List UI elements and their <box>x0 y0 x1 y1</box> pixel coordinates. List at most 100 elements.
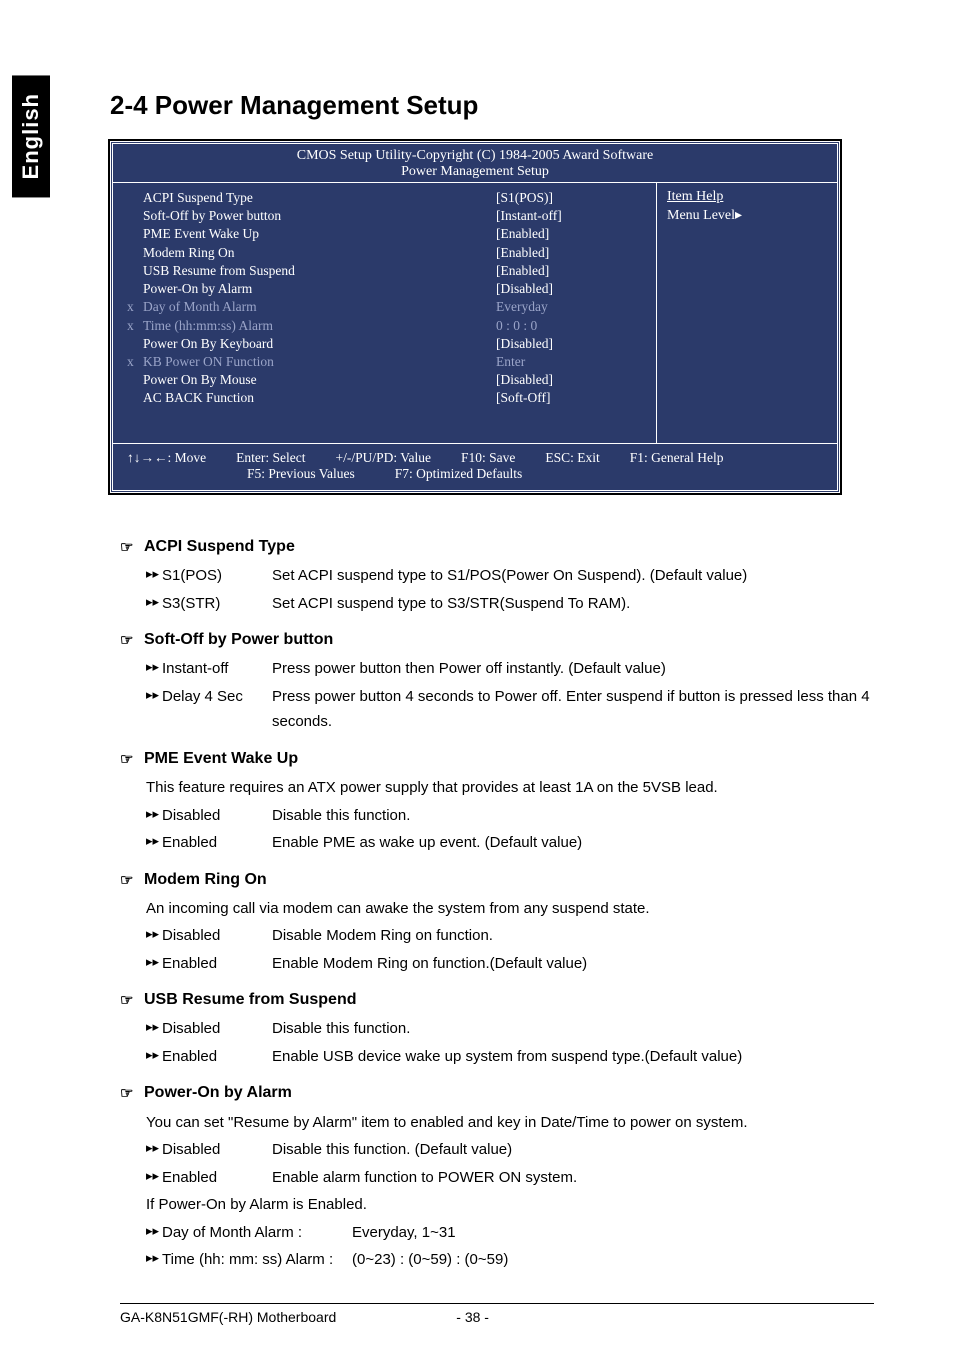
bios-row-marker <box>127 371 143 389</box>
option-label: S3(STR) <box>162 591 272 617</box>
config-item-title: ☞ACPI Suspend Type <box>120 533 874 560</box>
config-item: ☞PME Event Wake UpThis feature requires … <box>120 745 874 856</box>
option-arrow-icon: ▸▸ <box>146 951 162 973</box>
bios-options-panel: ACPI Suspend Type[S1(POS)]Soft-Off by Po… <box>113 183 657 443</box>
option-row: ▸▸DisabledDisable this function. (Defaul… <box>120 1137 874 1163</box>
option-text: Set ACPI suspend type to S3/STR(Suspend … <box>272 591 874 617</box>
bios-option-row: USB Resume from Suspend[Enabled] <box>127 262 646 280</box>
option-text: Set ACPI suspend type to S1/POS(Power On… <box>272 563 874 589</box>
option-row: ▸▸S1(POS)Set ACPI suspend type to S1/POS… <box>120 563 874 589</box>
bios-row-label: Modem Ring On <box>143 244 496 262</box>
bios-row-marker <box>127 389 143 407</box>
menu-level-label: Menu Level▸ <box>667 208 742 223</box>
bios-row-marker <box>127 335 143 353</box>
option-text: Enable alarm function to POWER ON system… <box>272 1165 874 1191</box>
option-arrow-icon: ▸▸ <box>146 563 162 585</box>
bios-header: CMOS Setup Utility-Copyright (C) 1984-20… <box>113 144 837 183</box>
bios-row-label: Time (hh:mm:ss) Alarm <box>143 317 496 335</box>
bios-row-label: Power On By Keyboard <box>143 335 496 353</box>
option-label: Disabled <box>162 1016 272 1042</box>
hand-icon: ☞ <box>120 988 140 1014</box>
option-row: ▸▸EnabledEnable USB device wake up syste… <box>120 1044 874 1070</box>
option-arrow-icon: ▸▸ <box>146 1137 162 1159</box>
option-row: ▸▸EnabledEnable alarm function to POWER … <box>120 1165 874 1191</box>
bios-option-row: Power On By Keyboard[Disabled] <box>127 335 646 353</box>
option-text: Disable this function. (Default value) <box>272 1137 874 1163</box>
config-item: ☞Soft-Off by Power button ▸▸Instant-offPr… <box>120 626 874 735</box>
bios-option-row: Power On By Mouse[Disabled] <box>127 371 646 389</box>
config-item-extra: If Power-On by Alarm is Enabled. <box>120 1192 874 1218</box>
bios-row-label: Day of Month Alarm <box>143 298 496 316</box>
bios-option-row: AC BACK Function[Soft-Off] <box>127 389 646 407</box>
bios-header-line1: CMOS Setup Utility-Copyright (C) 1984-20… <box>113 148 837 164</box>
option-arrow-icon: ▸▸ <box>146 656 162 678</box>
bios-row-value: 0 : 0 : 0 <box>496 317 646 335</box>
option-row: ▸▸Time (hh: mm: ss) Alarm :(0~23) : (0~5… <box>120 1247 874 1273</box>
option-arrow-icon: ▸▸ <box>146 1016 162 1038</box>
hand-icon: ☞ <box>120 1081 140 1107</box>
footer-product: GA-K8N51GMF(-RH) Motherboard <box>120 1309 336 1325</box>
bios-row-label: Soft-Off by Power button <box>143 207 496 225</box>
option-row: ▸▸DisabledDisable Modem Ring on function… <box>120 923 874 949</box>
option-arrow-icon: ▸▸ <box>146 1220 162 1242</box>
option-label: Disabled <box>162 1137 272 1163</box>
option-row: ▸▸S3(STR)Set ACPI suspend type to S3/STR… <box>120 591 874 617</box>
bios-row-value: [Enabled] <box>496 244 646 262</box>
option-row: ▸▸EnabledEnable Modem Ring on function.(… <box>120 951 874 977</box>
bios-row-marker <box>127 225 143 243</box>
option-text: Enable PME as wake up event. (Default va… <box>272 830 874 856</box>
hand-icon: ☞ <box>120 747 140 773</box>
bios-row-value: [Disabled] <box>496 280 646 298</box>
bios-row-value: Enter <box>496 353 646 371</box>
bios-row-value: [Disabled] <box>496 335 646 353</box>
language-tab: English <box>12 75 50 197</box>
config-item: ☞Power-On by AlarmYou can set "Resume by… <box>120 1079 874 1272</box>
bios-row-marker <box>127 280 143 298</box>
bios-option-row: Power-On by Alarm[Disabled] <box>127 280 646 298</box>
bios-option-row: xKB Power ON FunctionEnter <box>127 353 646 371</box>
bios-row-value: [S1(POS)] <box>496 189 646 207</box>
option-text: Enable USB device wake up system from su… <box>272 1044 874 1070</box>
item-help-label: Item Help <box>667 189 827 205</box>
bios-option-row: Modem Ring On[Enabled] <box>127 244 646 262</box>
config-item-intro: You can set "Resume by Alarm" item to en… <box>120 1110 874 1136</box>
option-row: ▸▸Instant-offPress power button then Pow… <box>120 656 874 682</box>
option-text: Press power button then Power off instan… <box>272 656 874 682</box>
bios-footer: ↑↓→←: Move Enter: Select +/-/PU/PD: Valu… <box>113 443 837 490</box>
option-arrow-icon: ▸▸ <box>146 684 162 706</box>
bios-help-panel: Item Help Menu Level▸ <box>657 183 837 443</box>
bios-setup-screen: CMOS Setup Utility-Copyright (C) 1984-20… <box>110 141 840 493</box>
option-text: Disable this function. <box>272 1016 874 1042</box>
bios-option-row: Soft-Off by Power button[Instant-off] <box>127 207 646 225</box>
footer-move: ↑↓→←: Move <box>127 450 206 466</box>
option-text: Disable Modem Ring on function. <box>272 923 874 949</box>
option-label: Instant-off <box>162 656 272 682</box>
hand-icon: ☞ <box>120 868 140 894</box>
bios-option-row: PME Event Wake Up[Enabled] <box>127 225 646 243</box>
bios-option-row: xDay of Month AlarmEveryday <box>127 298 646 316</box>
option-text: (0~23) : (0~59) : (0~59) <box>352 1247 874 1273</box>
option-label: Enabled <box>162 830 272 856</box>
page-footer: GA-K8N51GMF(-RH) Motherboard - 38 - <box>120 1303 874 1325</box>
bios-row-label: AC BACK Function <box>143 389 496 407</box>
option-label: Day of Month Alarm : <box>162 1220 352 1246</box>
option-text: Press power button 4 seconds to Power of… <box>272 684 874 735</box>
bios-row-value: [Enabled] <box>496 262 646 280</box>
option-row: ▸▸Day of Month Alarm :Everyday, 1~31 <box>120 1220 874 1246</box>
option-row: ▸▸DisabledDisable this function. <box>120 803 874 829</box>
bios-option-row: xTime (hh:mm:ss) Alarm0 : 0 : 0 <box>127 317 646 335</box>
footer-f1: F1: General Help <box>630 450 724 466</box>
footer-esc: ESC: Exit <box>545 450 599 466</box>
bios-row-value: Everyday <box>496 298 646 316</box>
option-arrow-icon: ▸▸ <box>146 1247 162 1269</box>
option-text: Enable Modem Ring on function.(Default v… <box>272 951 874 977</box>
config-item-title: ☞Soft-Off by Power button <box>120 626 874 653</box>
option-label: Disabled <box>162 923 272 949</box>
bios-row-label: KB Power ON Function <box>143 353 496 371</box>
bios-row-marker: x <box>127 353 143 371</box>
footer-page-number: - 38 - <box>456 1309 489 1325</box>
bios-option-row: ACPI Suspend Type[S1(POS)] <box>127 189 646 207</box>
hand-icon: ☞ <box>120 535 140 561</box>
bios-header-line2: Power Management Setup <box>113 164 837 180</box>
option-row: ▸▸DisabledDisable this function. <box>120 1016 874 1042</box>
